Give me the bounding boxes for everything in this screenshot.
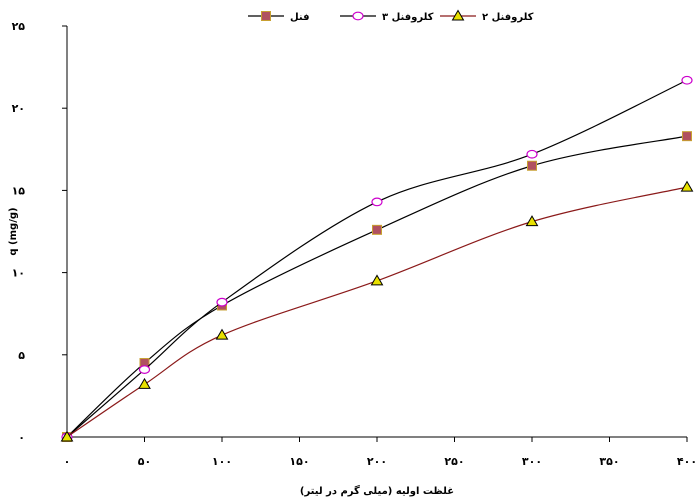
legend-entry: کلروفنل ۳ [340,11,434,23]
data-point [681,75,693,85]
data-point [526,149,538,159]
data-point [682,131,692,142]
legend-entry: کلروفنل ۲ [440,9,534,23]
y-tick-label: ۲۰ [12,102,25,115]
data-point [527,160,537,171]
x-tick-label: ۴۰۰ [677,455,697,468]
y-axis-title: q (mg/g) [8,207,19,255]
chart-legend: فنل کلروفنل ۳ کلروفنل ۲ [248,9,534,23]
legend-label: کلروفنل ۳ [382,12,434,23]
data-point [370,274,384,286]
data-point [138,377,151,389]
data-point [60,430,74,442]
x-axis-title: غلظت اولیه (میلی گرم در لیتر) [300,484,454,497]
data-point [215,328,229,340]
series-3 [60,180,694,442]
x-tick-label: ۳۰۰ [522,455,542,468]
data-point [216,297,228,307]
data-point [138,365,151,374]
legend-label: کلروفنل ۲ [482,12,534,23]
chart-series [60,75,694,442]
x-tick-label: ۳۵۰ [599,455,619,468]
data-point [680,180,694,192]
series-line [66,79,688,438]
series-2 [61,75,693,442]
legend-swatch-marker [451,9,465,21]
series-line [66,135,688,438]
x-tick-label: ۱۵۰ [289,455,309,468]
data-point [372,224,382,235]
x-tick-label: ۲۵۰ [444,455,464,468]
y-tick-label: ۵ [18,349,25,362]
y-tick-label: ۱۰ [12,267,25,280]
y-tick-label: ۱۵ [12,184,26,197]
legend-swatch-marker [352,11,364,21]
x-tick-label: ۰ [64,455,71,468]
data-point [371,197,383,207]
y-tick-label: ۰ [18,431,25,444]
legend-swatch-marker [261,11,271,21]
x-tick-label: ۲۰۰ [367,455,387,468]
x-tick-label: ۵۰ [138,455,151,468]
y-tick-label: ۲۵ [12,20,26,33]
legend-entry: فنل [248,11,310,23]
chart-axes: ۰ ۵۰ ۱۰۰ ۱۵۰ ۲۰۰ ۲۵۰ ۳۰۰ ۳۵۰ ۴۰۰ ۰ ۵ ۱۰ ۱۵ ۲۰ ۲۵ [12,20,698,468]
data-point [525,215,539,227]
x-tick-label: ۱۰۰ [212,455,232,468]
series-line [66,186,688,438]
series-1 [62,131,692,442]
legend-label: فنل [290,12,310,23]
